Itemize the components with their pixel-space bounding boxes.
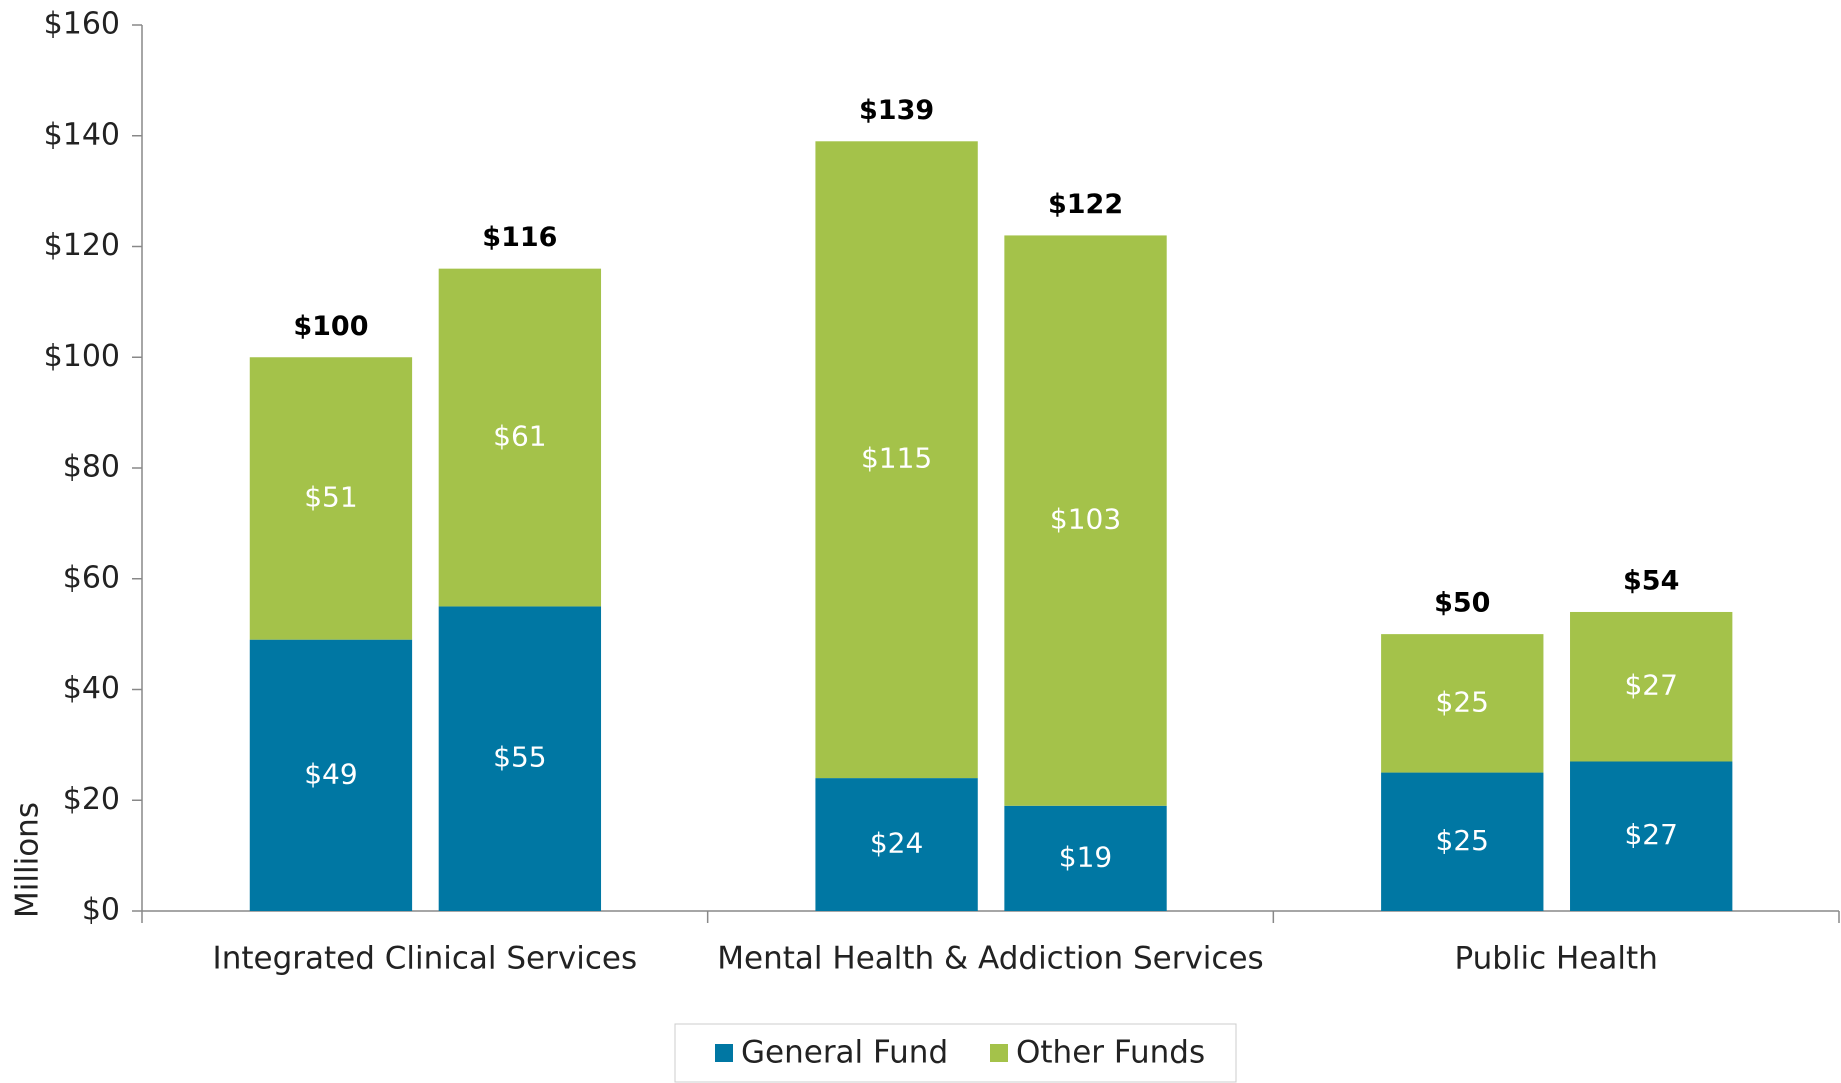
segment-label: $19 xyxy=(1059,840,1112,873)
bar-segment xyxy=(438,268,602,607)
segment-label: $51 xyxy=(304,480,357,513)
x-tick-label: Mental Health & Addiction Services xyxy=(717,941,1263,977)
segment-label: $24 xyxy=(870,827,923,860)
y-tick-label: $20 xyxy=(63,782,120,817)
segment-label: $27 xyxy=(1624,818,1677,851)
y-tick-label: $40 xyxy=(63,671,120,706)
total-label: $116 xyxy=(482,222,557,253)
y-tick-label: $120 xyxy=(44,228,120,263)
total-label: $54 xyxy=(1623,565,1679,596)
x-tick-label: Integrated Clinical Services xyxy=(213,941,638,977)
bar-segment xyxy=(438,606,602,911)
segment-label: $27 xyxy=(1624,669,1677,702)
legend-swatch xyxy=(715,1044,733,1062)
segment-label: $103 xyxy=(1050,503,1121,536)
y-tick-label: $80 xyxy=(63,450,120,485)
bar-segment xyxy=(815,141,978,779)
segment-label: $115 xyxy=(861,442,932,475)
total-label: $100 xyxy=(293,311,368,342)
segment-label: $25 xyxy=(1436,824,1489,857)
legend-swatch xyxy=(990,1044,1008,1062)
segment-label: $61 xyxy=(493,420,546,453)
bar-segment xyxy=(249,357,413,640)
segment-label: $25 xyxy=(1436,685,1489,718)
segment-label: $49 xyxy=(304,757,357,790)
legend-label: Other Funds xyxy=(1016,1035,1205,1071)
total-label: $122 xyxy=(1048,189,1123,220)
y-tick-label: $140 xyxy=(44,117,120,152)
y-tick-label: $0 xyxy=(82,893,120,928)
y-tick-label: $160 xyxy=(44,7,120,42)
legend-label: General Fund xyxy=(741,1035,948,1071)
x-tick-label: Public Health xyxy=(1454,941,1657,977)
segment-label: $55 xyxy=(493,741,546,774)
y-tick-label: $60 xyxy=(63,560,120,595)
y-axis-title: Millions xyxy=(10,802,46,918)
bar-segment xyxy=(1570,761,1733,911)
bar-segment xyxy=(1004,235,1167,806)
y-tick-label: $100 xyxy=(44,339,120,374)
bar-segment xyxy=(1570,611,1733,762)
bar-segment xyxy=(1004,805,1167,911)
bar-segment xyxy=(1381,772,1544,911)
total-label: $139 xyxy=(859,95,934,126)
bar-segment xyxy=(249,639,413,911)
legend-box xyxy=(674,1023,1237,1083)
total-label: $50 xyxy=(1434,588,1490,619)
bar-segment xyxy=(815,778,978,911)
bar-segment xyxy=(1381,634,1544,773)
